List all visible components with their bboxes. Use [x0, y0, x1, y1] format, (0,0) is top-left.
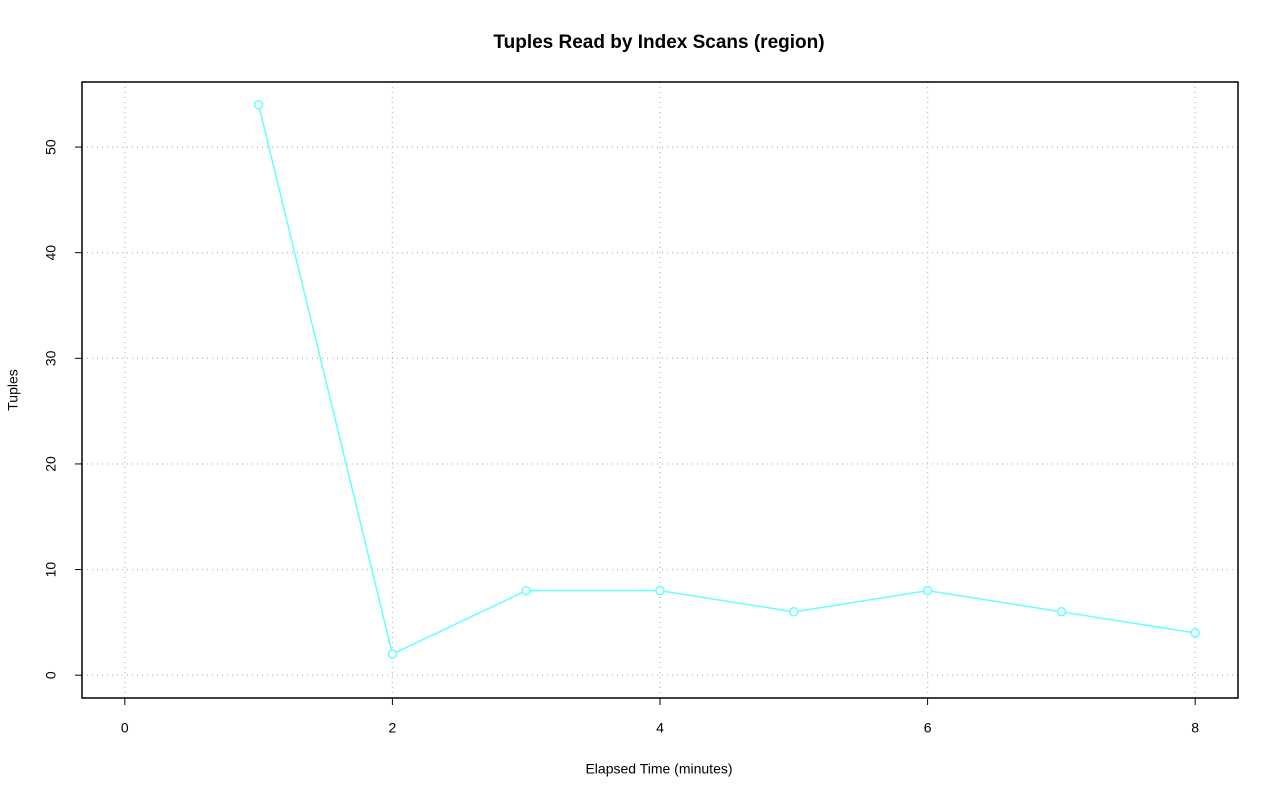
- data-point: [521, 585, 531, 596]
- y-tick-label: 30: [43, 350, 59, 366]
- x-tick-label: 8: [1191, 720, 1199, 736]
- data-point: [789, 607, 799, 617]
- y-tick-label: 0: [43, 671, 59, 679]
- data-point: [1190, 628, 1200, 638]
- x-axis-label: Elapsed Time (minutes): [585, 761, 732, 777]
- data-point: [1056, 607, 1067, 617]
- chart-title: Tuples Read by Index Scans (region): [493, 32, 824, 53]
- y-axis-label: Tuples: [5, 369, 21, 411]
- x-tick-label: 0: [121, 720, 129, 736]
- y-tick-label: 40: [43, 245, 59, 261]
- y-tick-label: 50: [43, 139, 59, 155]
- plot-frame: [81, 81, 1239, 699]
- data-point: [253, 100, 264, 110]
- data-point: [387, 649, 398, 659]
- data-point: [922, 585, 933, 596]
- series-line: [257, 104, 1196, 656]
- x-tick-label: 6: [924, 720, 932, 736]
- x-tick-label: 2: [389, 720, 397, 736]
- y-tick-label: 20: [43, 456, 59, 472]
- y-tick-label: 10: [43, 562, 59, 578]
- data-point: [655, 585, 665, 596]
- x-tick-label: 4: [656, 720, 664, 736]
